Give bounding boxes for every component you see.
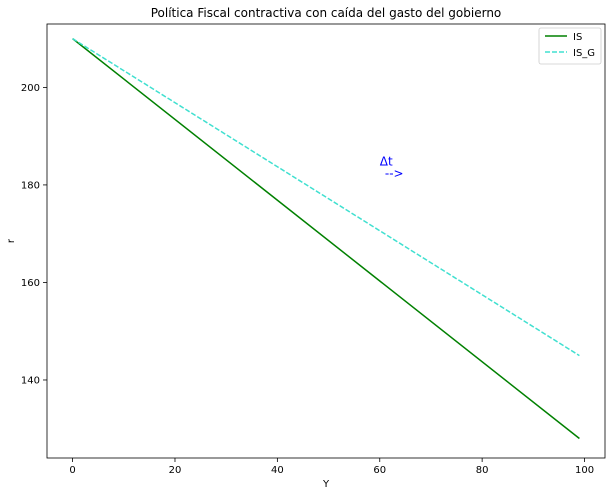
x-tick-label: 20	[169, 465, 182, 476]
series-line-is-g	[72, 37, 580, 357]
series-line-is	[72, 38, 580, 440]
annotations: Δt-->	[380, 154, 404, 180]
x-tick-label: 80	[476, 465, 489, 476]
x-tick-label: 100	[575, 465, 594, 476]
annotation-1: -->	[385, 167, 404, 181]
x-tick-label: 60	[373, 465, 386, 476]
plot-frame	[46, 23, 606, 459]
y-axis-label: r	[6, 238, 17, 243]
legend-label-is-g: IS_G	[573, 48, 595, 59]
y-tick-label: 200	[21, 83, 40, 94]
legend: IS IS_G	[538, 27, 602, 65]
legend-box	[538, 27, 602, 65]
annotation-0: Δt	[380, 154, 393, 168]
x-axis-label: Y	[322, 479, 330, 490]
y-tick-label: 180	[21, 180, 40, 191]
y-tick-label: 140	[21, 375, 40, 386]
chart-title: Política Fiscal contractiva con caída de…	[151, 6, 502, 20]
legend-label-is: IS	[573, 32, 582, 43]
x-axis-ticks: 0 20 40 60 80 100	[69, 458, 594, 476]
x-tick-label: 40	[271, 465, 284, 476]
x-tick-label: 0	[69, 465, 75, 476]
series-layer	[72, 37, 580, 440]
y-tick-label: 160	[21, 278, 40, 289]
y-axis-ticks: 140 160 180 200	[21, 83, 47, 386]
